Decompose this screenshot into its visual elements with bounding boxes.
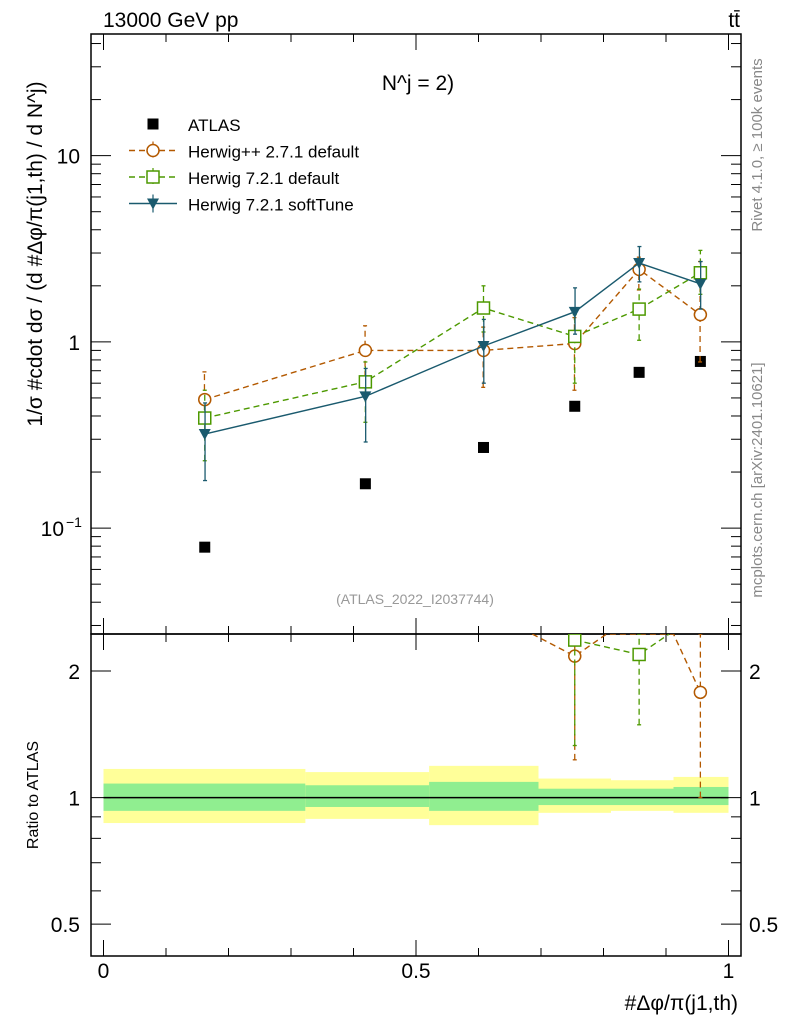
series-line — [204, 262, 701, 435]
legend: ATLAS Herwig++ 2.7.1 default Herwig 7.2.1 … — [129, 116, 359, 215]
legend-label: Herwig++ 2.7.1 default — [188, 143, 359, 162]
inner-band — [429, 781, 539, 811]
data-point — [693, 307, 708, 322]
ratio-y-tick-label: 2 — [68, 661, 80, 684]
ratio-series-line — [574, 634, 670, 656]
data-point — [478, 441, 489, 453]
data-point — [358, 343, 373, 358]
process-label: tt̄ — [728, 9, 740, 32]
data-point — [199, 541, 211, 553]
uncertainty-bands — [103, 765, 729, 826]
data-point — [694, 278, 707, 290]
y-axis-title: 1/σ #cdot dσ / (d #Δφ/π(j1,th) / d N^j) — [24, 81, 47, 426]
ratio-data-point — [693, 685, 708, 700]
inner-band — [305, 785, 430, 807]
x-axis-title: #Δφ/π(j1,th) — [625, 992, 738, 1015]
ratio-plot-panel: 0.5 0.5 1 1 2 2 0 0.5 1 Ratio to ATLAS #Δφ/π(j1,th… — [25, 633, 778, 1015]
ratio-series — [531, 634, 708, 799]
legend-label: Herwig 7.2.1 default — [188, 169, 339, 188]
series-line — [204, 272, 701, 419]
legend-marker — [147, 118, 159, 130]
panel-title: N^j = 2) — [382, 72, 454, 95]
y-tick-label: 10 — [41, 518, 64, 541]
y-tick-label-exponent: −1 — [66, 514, 82, 530]
x-tick-label: 1 — [723, 960, 735, 983]
rivet-version-label: Rivet 4.1.0, ≥ 100k events — [749, 58, 766, 231]
y-tick-label: 10 — [57, 146, 80, 169]
ratio-y-tick-label: 1 — [68, 788, 80, 811]
legend-label: Herwig 7.2.1 softTune — [188, 196, 354, 215]
data-point — [633, 366, 645, 378]
series-line — [204, 268, 701, 401]
x-tick-label: 0.5 — [401, 960, 430, 983]
series-herwig-7-2-1-softtune — [198, 245, 707, 482]
ratio-data-point — [568, 634, 582, 647]
legend-marker — [146, 170, 160, 184]
ratio-y-tick-label-right: 2 — [749, 661, 761, 684]
ratio-data-point — [632, 647, 646, 662]
ratio-y-tick-label: 0.5 — [51, 914, 80, 937]
x-tick-label: 0 — [98, 960, 110, 983]
data-point — [359, 391, 372, 403]
data-point — [568, 306, 581, 318]
data-point — [477, 341, 490, 353]
data-point — [198, 429, 211, 441]
ratio-series-line — [531, 634, 702, 693]
ratio-y-tick-label-right: 1 — [749, 788, 761, 811]
series-herwig-7-2-1-default — [198, 249, 708, 462]
data-point — [632, 302, 646, 316]
series-atlas — [199, 355, 706, 553]
data-point — [359, 478, 371, 490]
series-herwig-2-7-1-default — [198, 256, 708, 421]
data-point — [633, 258, 646, 270]
energy-label: 13000 GeV pp — [103, 9, 238, 32]
ratio-y-tick-label-right: 0.5 — [749, 914, 778, 937]
ratio-series — [568, 634, 670, 747]
legend-label: ATLAS — [188, 116, 241, 135]
analysis-watermark: (ATLAS_2022_I2037744) — [336, 591, 494, 607]
legend-marker — [146, 143, 160, 158]
ratio-y-axis-title: Ratio to ATLAS — [25, 741, 42, 849]
y-tick-label: 1 — [68, 332, 80, 355]
legend-marker — [147, 198, 159, 210]
data-point — [569, 400, 581, 412]
data-point — [476, 301, 491, 315]
source-url-label: mcplots.cern.ch [arXiv:2401.10621] — [749, 362, 766, 597]
